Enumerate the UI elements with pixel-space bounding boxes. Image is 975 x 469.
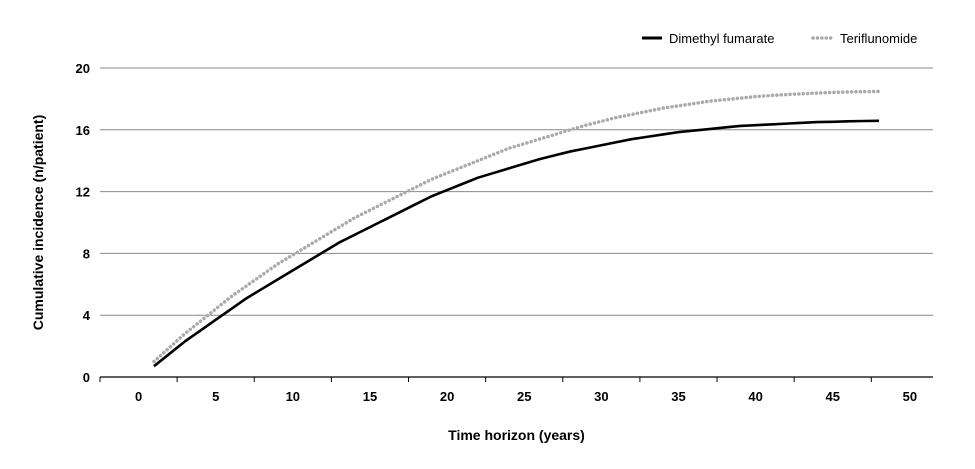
x-axis-label: Time horizon (years) <box>448 427 585 443</box>
y-tick-label: 16 <box>76 123 90 138</box>
x-tick-label: 50 <box>903 389 917 404</box>
x-tick-label: 30 <box>594 389 608 404</box>
x-tick-label: 15 <box>363 389 377 404</box>
x-tick-label: 45 <box>825 389 839 404</box>
legend-label: Teriflunomide <box>840 31 917 46</box>
y-tick-label: 4 <box>83 308 91 323</box>
legend-label: Dimethyl fumarate <box>669 31 774 46</box>
y-tick-label: 8 <box>83 246 90 261</box>
x-tick-label: 5 <box>212 389 219 404</box>
x-tick-label: 20 <box>440 389 454 404</box>
x-tick-label: 40 <box>748 389 762 404</box>
y-tick-label: 12 <box>76 185 90 200</box>
gridlines <box>100 67 933 378</box>
y-axis-ticks: 0 4 8 12 16 20 <box>76 61 91 385</box>
y-tick-label: 0 <box>83 370 90 385</box>
y-tick-label: 20 <box>76 61 90 76</box>
x-tick-label: 35 <box>671 389 685 404</box>
y-axis-label: Cumulative incidence (n/patient) <box>30 115 46 330</box>
series-line-teriflunomide <box>152 89 881 364</box>
x-tick-label: 25 <box>517 389 531 404</box>
series-line-dimethyl-fumarate <box>153 119 880 368</box>
x-tick-label: 10 <box>286 389 300 404</box>
x-tick-label: 0 <box>135 389 142 404</box>
legend: Dimethyl fumarate Teriflunomide <box>642 31 917 46</box>
series-lines <box>152 89 881 368</box>
x-axis-ticks: 0 5 10 15 20 25 30 35 40 45 50 <box>99 377 917 404</box>
